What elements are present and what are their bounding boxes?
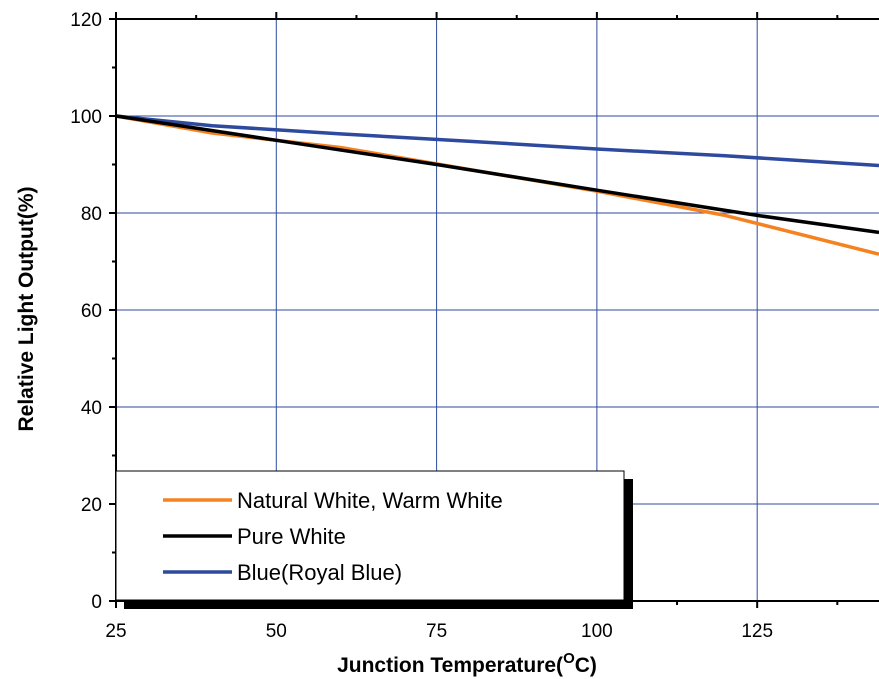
y-tick-label: 120 xyxy=(70,10,102,31)
y-tick-label: 20 xyxy=(81,495,102,516)
x-tick-label: 100 xyxy=(581,621,613,642)
y-tick-label: 0 xyxy=(91,592,102,613)
y-tick-label: 100 xyxy=(70,107,102,128)
series-line xyxy=(115,114,879,256)
legend-label: Natural White, Warm White xyxy=(237,488,503,513)
x-axis-title: Junction Temperature(OC) xyxy=(337,650,597,677)
y-tick-label: 60 xyxy=(81,301,102,322)
x-tick-label: 125 xyxy=(741,621,773,642)
series-line xyxy=(115,114,879,168)
y-tick-label: 80 xyxy=(81,204,102,225)
legend: Natural White, Warm White Pure White Blue(… xyxy=(115,470,633,609)
x-tick-label: 50 xyxy=(266,621,287,642)
legend-label: Pure White xyxy=(237,524,346,549)
series-lines xyxy=(115,114,879,256)
x-tick-label: 75 xyxy=(426,621,447,642)
tick-labels: 25 50 75 100 125 0 20 40 60 80 100 120 xyxy=(70,10,773,642)
y-axis-title: Relative Light Output(%) xyxy=(15,187,38,432)
legend-label: Blue(Royal Blue) xyxy=(237,560,402,585)
x-tick-label: 25 xyxy=(105,621,126,642)
y-tick-label: 40 xyxy=(81,398,102,419)
x-axis-title-superscript: O xyxy=(563,650,575,667)
series-line xyxy=(115,114,879,235)
x-axis-title-end: C) xyxy=(575,654,597,677)
x-axis-title-main: Junction Temperature( xyxy=(337,654,563,677)
legend-items: Natural White, Warm White Pure White Blue(… xyxy=(163,488,503,585)
